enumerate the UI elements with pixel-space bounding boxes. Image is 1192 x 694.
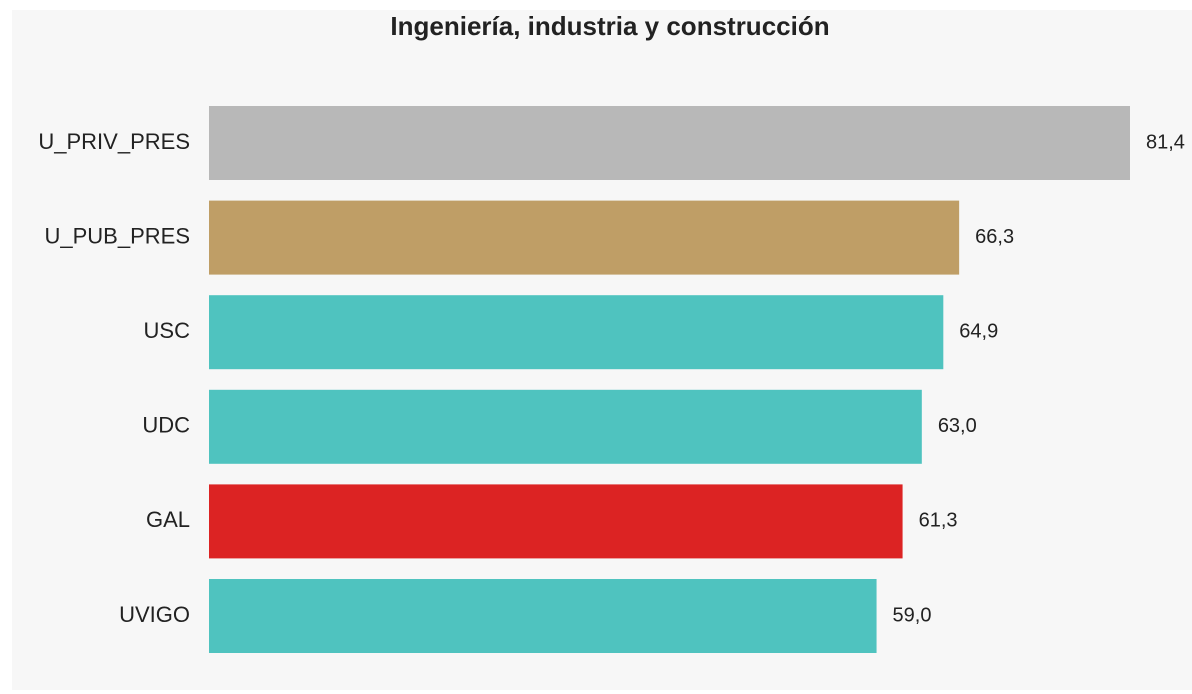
bar (209, 200, 960, 275)
category-label: U_PUB_PRES (44, 223, 190, 248)
value-label: 59,0 (893, 604, 932, 626)
value-label: 64,9 (959, 320, 998, 342)
value-label: 66,3 (975, 226, 1014, 248)
category-label: GAL (146, 507, 190, 532)
bar (209, 295, 944, 370)
category-label: U_PRIV_PRES (38, 129, 190, 154)
category-label: UVIGO (119, 602, 190, 627)
value-label: 81,4 (1146, 131, 1185, 153)
bar (209, 484, 903, 559)
category-label: USC (144, 318, 191, 343)
bar (209, 106, 1130, 180)
chart-title: Ingeniería, industria y construcción (390, 11, 829, 41)
bar (209, 579, 877, 653)
value-label: 61,3 (919, 510, 958, 532)
category-label: UDC (142, 413, 190, 438)
bar (209, 389, 922, 464)
value-label: 63,0 (938, 415, 977, 437)
